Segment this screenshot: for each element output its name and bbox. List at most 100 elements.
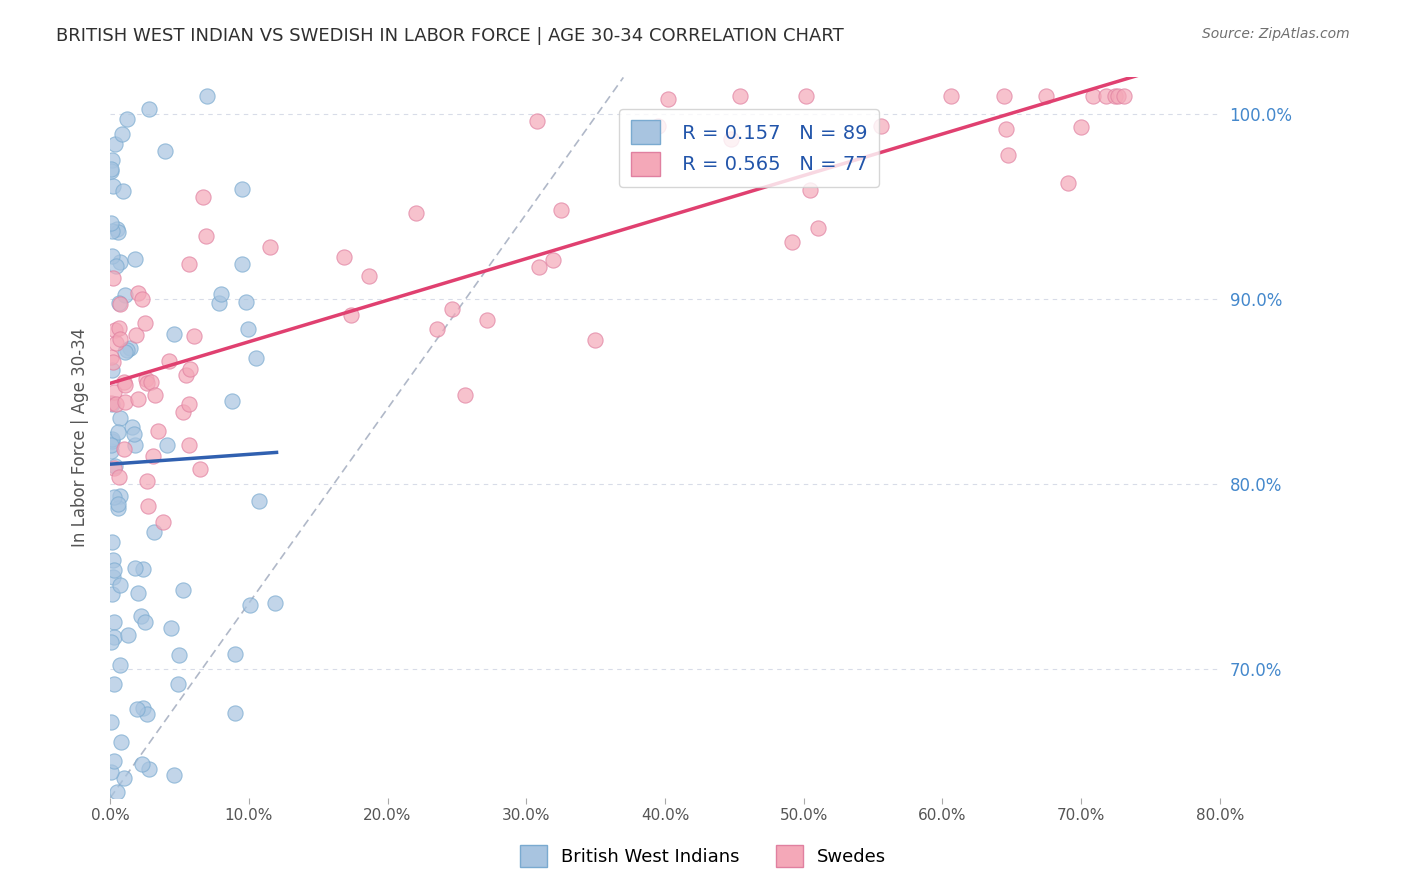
Point <box>129 608 152 623</box>
Point <box>1056 176 1078 190</box>
Point <box>100 351 122 365</box>
Point <box>103 461 125 475</box>
Point <box>112 442 135 457</box>
Point <box>157 353 180 368</box>
Point <box>135 376 157 390</box>
Point <box>101 224 124 238</box>
Point <box>172 582 194 597</box>
Point <box>108 320 131 334</box>
Point <box>167 677 190 691</box>
Point <box>101 570 124 584</box>
Point <box>195 89 218 103</box>
Legend: British West Indians, Swedes: British West Indians, Swedes <box>512 838 894 874</box>
Point <box>167 648 190 662</box>
Point <box>728 89 751 103</box>
Point <box>477 312 499 326</box>
Point <box>179 362 201 376</box>
Point <box>103 677 125 691</box>
Point <box>100 587 122 601</box>
Point <box>807 221 830 235</box>
Point <box>127 392 149 406</box>
Point <box>997 148 1019 162</box>
Point <box>108 255 131 269</box>
Point <box>426 322 449 336</box>
Point <box>100 164 122 178</box>
Point <box>405 206 427 220</box>
Point <box>794 89 817 103</box>
Point <box>191 190 214 204</box>
Point <box>107 425 129 440</box>
Point <box>194 229 217 244</box>
Point <box>103 563 125 577</box>
Point <box>172 405 194 419</box>
Point <box>100 432 122 446</box>
Point <box>647 119 669 133</box>
Point <box>101 153 124 168</box>
Point <box>108 297 131 311</box>
Point <box>105 785 128 799</box>
Point <box>1104 89 1126 103</box>
Point <box>231 181 253 195</box>
Point <box>125 702 148 716</box>
Point <box>124 561 146 575</box>
Point <box>224 706 246 720</box>
Point <box>526 113 548 128</box>
Point <box>583 333 606 347</box>
Point <box>125 328 148 343</box>
Point <box>156 437 179 451</box>
Point <box>104 458 127 473</box>
Point <box>110 332 132 346</box>
Y-axis label: In Labor Force | Age 30-34: In Labor Force | Age 30-34 <box>72 328 89 548</box>
Point <box>110 410 132 425</box>
Point <box>136 707 159 722</box>
Point <box>247 493 270 508</box>
Text: Source: ZipAtlas.com: Source: ZipAtlas.com <box>1202 27 1350 41</box>
Point <box>114 344 136 359</box>
Point <box>114 375 136 389</box>
Point <box>132 701 155 715</box>
Point <box>103 271 125 285</box>
Point <box>799 184 821 198</box>
Point <box>1114 89 1136 103</box>
Point <box>177 397 200 411</box>
Point <box>238 322 260 336</box>
Point <box>101 355 124 369</box>
Point <box>209 286 232 301</box>
Point <box>127 285 149 300</box>
Point <box>135 372 157 386</box>
Point <box>142 450 165 464</box>
Point <box>263 596 285 610</box>
Point <box>103 553 125 567</box>
Point <box>139 375 162 389</box>
Point <box>101 362 124 376</box>
Point <box>224 647 246 661</box>
Point <box>357 269 380 284</box>
Point <box>782 235 804 249</box>
Point <box>143 525 166 540</box>
Point <box>105 397 128 411</box>
Point <box>146 424 169 438</box>
Point <box>1070 120 1092 134</box>
Point <box>993 89 1015 103</box>
Point <box>527 260 550 275</box>
Point <box>111 127 134 141</box>
Point <box>994 122 1017 136</box>
Text: BRITISH WEST INDIAN VS SWEDISH IN LABOR FORCE | AGE 30-34 CORRELATION CHART: BRITISH WEST INDIAN VS SWEDISH IN LABOR … <box>56 27 844 45</box>
Point <box>127 586 149 600</box>
Point <box>138 102 160 116</box>
Point <box>231 257 253 271</box>
Point <box>101 397 124 411</box>
Point <box>136 499 159 513</box>
Point <box>720 132 742 146</box>
Point <box>143 388 166 402</box>
Point <box>245 351 267 365</box>
Point <box>110 489 132 503</box>
Point <box>110 735 132 749</box>
Point <box>103 384 125 399</box>
Point <box>103 615 125 630</box>
Point <box>101 434 124 448</box>
Point <box>235 295 257 310</box>
Point <box>105 336 128 351</box>
Point <box>103 491 125 505</box>
Point <box>115 343 138 358</box>
